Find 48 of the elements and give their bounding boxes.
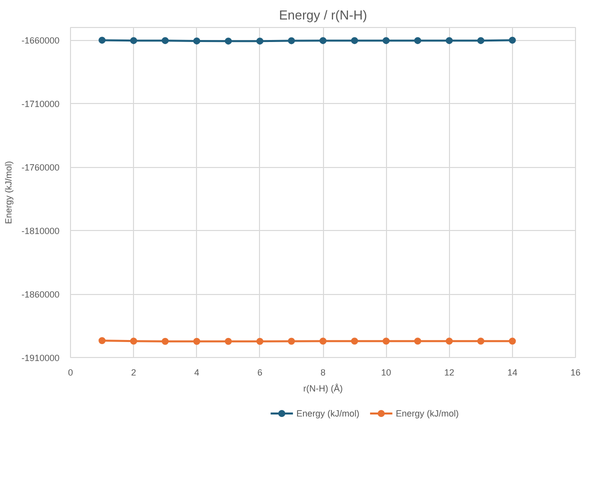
x-tick-label: 10 [381,368,392,378]
x-tick-label: 0 [68,368,74,378]
y-tick-label: -1910000 [21,353,60,363]
point [414,37,422,44]
y-tick-label: -1860000 [21,290,60,300]
point [98,337,106,344]
legend-label: Energy (kJ/mol) [296,408,360,418]
point [224,38,232,45]
point [130,338,138,345]
point [477,37,484,44]
point [477,338,484,345]
point [130,37,138,44]
point [162,37,169,44]
point [508,338,516,345]
point [446,37,453,44]
x-tick-label: 8 [320,368,326,378]
point [98,36,106,44]
chart-title: Energy / r(N-H) [278,8,368,22]
point [446,338,453,345]
x-tick-label: 14 [507,368,518,378]
point [382,37,390,44]
point [288,37,295,44]
y-tick-label: -1760000 [21,162,60,173]
point [193,338,200,345]
point [414,338,422,345]
point [382,338,390,345]
point [288,338,295,345]
point [320,338,326,345]
x-tick-label: 4 [194,368,200,378]
x-axis-title: r(N-H) (Å) [303,384,343,394]
x-tick-label: 12 [444,368,454,378]
point [320,37,326,44]
point [162,338,169,345]
y-tick-label: -1660000 [21,36,60,46]
point [256,38,264,45]
point [508,36,516,44]
point [256,338,264,345]
point [224,338,232,345]
point [351,37,358,44]
x-tick-label: 16 [570,368,581,378]
x-tick-label: 6 [257,368,262,378]
point [351,338,358,345]
point [193,37,200,44]
y-axis-title: Energy (kJ/mol) [3,160,14,224]
legend-label: Energy (kJ/mol) [396,408,459,418]
y-tick-label: -1810000 [21,226,60,236]
x-tick-label: 2 [131,368,136,378]
y-tick-label: -1710000 [21,99,60,110]
